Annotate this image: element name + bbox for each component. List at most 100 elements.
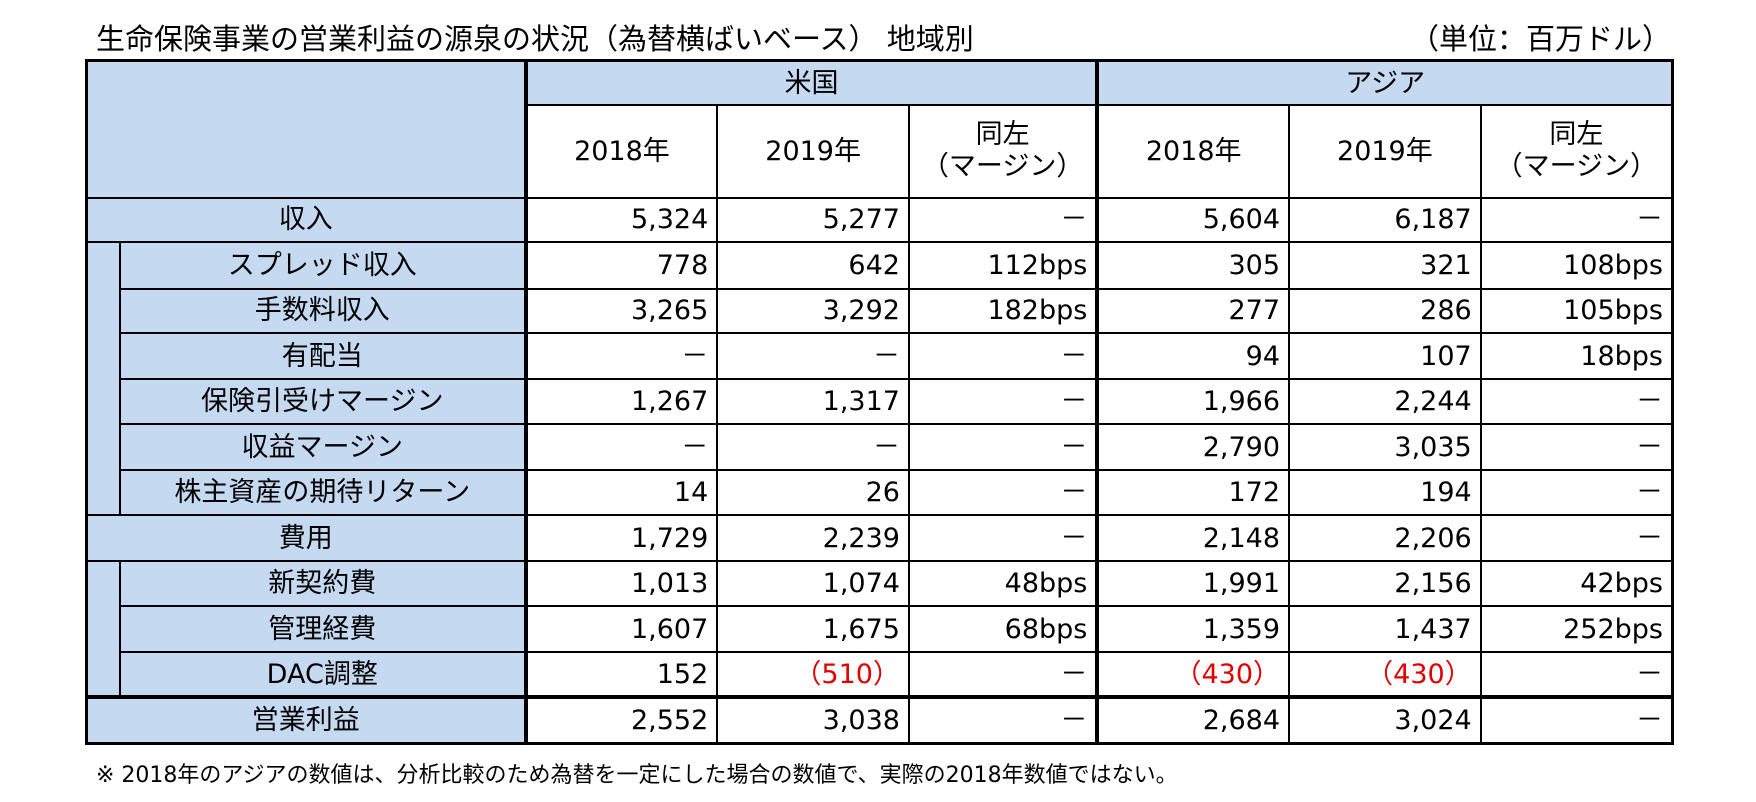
header-corner xyxy=(85,59,526,199)
cell-us-2019: 26 xyxy=(716,469,910,517)
cell-asia-2018: 94 xyxy=(1095,332,1291,381)
row-label-dac: DAC調整 xyxy=(118,651,527,700)
cell-asia-2019: 286 xyxy=(1288,287,1482,335)
cell-us-2019: 2,239 xyxy=(716,514,910,563)
cell-us-2019: － xyxy=(716,423,910,472)
cell-asia-margin: － xyxy=(1479,469,1674,517)
margin-header-line2: （マージン） xyxy=(1495,151,1658,183)
cell-asia-margin: － xyxy=(1479,196,1674,244)
cell-asia-2019-negative: （430） xyxy=(1288,651,1482,700)
cell-us-2019: 5,277 xyxy=(716,196,910,244)
cell-asia-2018: 2,684 xyxy=(1095,695,1291,745)
margin-header-line2: （マージン） xyxy=(921,151,1084,183)
cell-asia-2018: 2,790 xyxy=(1095,423,1291,472)
cell-us-2018: 14 xyxy=(523,469,719,517)
col-header-us-2018: 2018年 xyxy=(523,104,719,199)
row-label-operating-profit: 営業利益 xyxy=(85,695,527,745)
region-asia-header: アジア xyxy=(1095,59,1674,107)
cell-us-2018: － xyxy=(523,332,719,381)
col-header-asia-2018: 2018年 xyxy=(1095,104,1291,199)
cell-us-2018: 5,324 xyxy=(523,196,719,244)
cell-us-2019-negative: （510） xyxy=(716,651,910,700)
cell-asia-margin: 18bps xyxy=(1479,332,1674,381)
cell-us-margin: － xyxy=(907,514,1099,563)
cell-asia-2019: 1,437 xyxy=(1288,605,1482,654)
operating-profit-table: 米国 アジア 2018年 2019年 同左 （マージン） 2018年 2019年… xyxy=(85,59,1674,745)
unit-label: （単位：百万ドル） xyxy=(1409,22,1671,56)
cell-us-2018: － xyxy=(523,423,719,472)
table-title: 生命保険事業の営業利益の源泉の状況（為替横ばいベース） 地域別 xyxy=(96,22,974,56)
cell-asia-margin: － xyxy=(1479,378,1674,426)
row-label-spread: スプレッド収入 xyxy=(118,241,527,290)
cell-us-margin: 112bps xyxy=(907,241,1099,290)
col-header-us-2019: 2019年 xyxy=(716,104,910,199)
cell-asia-margin: 105bps xyxy=(1479,287,1674,335)
cell-us-margin: － xyxy=(907,378,1099,426)
cell-us-margin: 182bps xyxy=(907,287,1099,335)
cell-us-margin: 48bps xyxy=(907,560,1099,608)
expense-group-indent xyxy=(85,561,121,699)
cell-us-2018: 2,552 xyxy=(523,695,719,745)
cell-asia-2018: 5,604 xyxy=(1095,196,1291,244)
margin-header-line1: 同左 xyxy=(975,119,1030,151)
row-label-acquisition: 新契約費 xyxy=(118,560,527,608)
cell-asia-2018: 172 xyxy=(1095,469,1291,517)
cell-us-margin: － xyxy=(907,196,1099,244)
cell-asia-2019: 3,035 xyxy=(1288,423,1482,472)
cell-asia-margin: － xyxy=(1479,695,1674,745)
cell-asia-margin: － xyxy=(1479,423,1674,472)
cell-asia-2019: 2,206 xyxy=(1288,514,1482,563)
col-header-us-margin: 同左 （マージン） xyxy=(907,104,1099,199)
cell-asia-margin: － xyxy=(1479,514,1674,563)
cell-asia-2018: 1,991 xyxy=(1095,560,1291,608)
cell-us-margin: － xyxy=(907,695,1099,745)
row-label-participating: 有配当 xyxy=(118,332,527,381)
cell-us-2019: 3,292 xyxy=(716,287,910,335)
cell-us-2018: 1,013 xyxy=(523,560,719,608)
revenue-group-indent xyxy=(85,242,121,516)
cell-us-2018: 3,265 xyxy=(523,287,719,335)
cell-us-margin: － xyxy=(907,469,1099,517)
row-label-profit-margin: 収益マージン xyxy=(118,423,527,472)
cell-asia-margin: － xyxy=(1479,651,1674,700)
col-header-asia-margin: 同左 （マージン） xyxy=(1479,104,1674,199)
region-us-header: 米国 xyxy=(523,59,1099,107)
cell-asia-2019: 2,244 xyxy=(1288,378,1482,426)
cell-us-2018: 778 xyxy=(523,241,719,290)
cell-asia-2018: 305 xyxy=(1095,241,1291,290)
cell-us-margin: － xyxy=(907,651,1099,700)
cell-asia-2019: 6,187 xyxy=(1288,196,1482,244)
cell-us-2019: 642 xyxy=(716,241,910,290)
cell-asia-2019: 107 xyxy=(1288,332,1482,381)
cell-us-margin: － xyxy=(907,332,1099,381)
cell-asia-2018: 277 xyxy=(1095,287,1291,335)
cell-us-2019: 1,675 xyxy=(716,605,910,654)
cell-asia-2019: 3,024 xyxy=(1288,695,1482,745)
row-label-underwriting: 保険引受けマージン xyxy=(118,378,527,426)
cell-asia-2019: 194 xyxy=(1288,469,1482,517)
cell-us-margin: 68bps xyxy=(907,605,1099,654)
cell-asia-margin: 42bps xyxy=(1479,560,1674,608)
cell-asia-margin: 108bps xyxy=(1479,241,1674,290)
cell-us-2018: 152 xyxy=(523,651,719,700)
col-header-asia-2019: 2019年 xyxy=(1288,104,1482,199)
row-label-revenue: 収入 xyxy=(85,196,527,244)
row-label-expected-return: 株主資産の期待リターン xyxy=(118,469,527,517)
cell-asia-2019: 2,156 xyxy=(1288,560,1482,608)
cell-us-2018: 1,607 xyxy=(523,605,719,654)
cell-us-2019: 1,074 xyxy=(716,560,910,608)
row-label-admin: 管理経費 xyxy=(118,605,527,654)
row-label-expenses: 費用 xyxy=(85,514,527,563)
cell-us-margin: － xyxy=(907,423,1099,472)
cell-asia-2018-negative: （430） xyxy=(1095,651,1291,700)
cell-asia-2018: 1,359 xyxy=(1095,605,1291,654)
cell-us-2018: 1,729 xyxy=(523,514,719,563)
cell-us-2019: 3,038 xyxy=(716,695,910,745)
footnote: ※ 2018年のアジアの数値は、分析比較のため為替を一定にした場合の数値で、実際… xyxy=(96,763,1178,788)
cell-us-2019: 1,317 xyxy=(716,378,910,426)
cell-us-2019: － xyxy=(716,332,910,381)
cell-asia-2018: 2,148 xyxy=(1095,514,1291,563)
margin-header-line1: 同左 xyxy=(1549,119,1604,151)
cell-us-2018: 1,267 xyxy=(523,378,719,426)
cell-asia-margin: 252bps xyxy=(1479,605,1674,654)
